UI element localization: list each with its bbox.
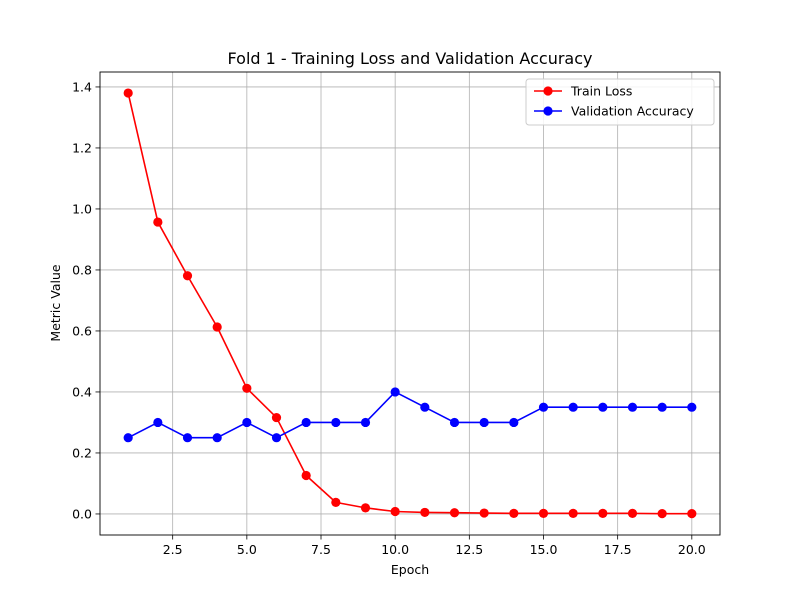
x-axis-label: Epoch	[391, 562, 429, 577]
train-loss-point	[687, 509, 697, 519]
legend-label-validation-accuracy: Validation Accuracy	[571, 104, 694, 119]
x-tick-label: 17.5	[604, 542, 632, 557]
legend-marker-validation-accuracy	[543, 106, 553, 116]
validation-accuracy-point	[182, 433, 193, 443]
validation-accuracy-point	[627, 402, 638, 412]
train-loss-point	[242, 383, 252, 393]
validation-accuracy-point	[301, 417, 311, 428]
x-tick-label: 7.5	[311, 542, 331, 557]
train-loss-point	[212, 322, 222, 332]
x-tick-label: 10.0	[381, 542, 409, 557]
validation-accuracy-point	[509, 417, 519, 428]
validation-accuracy-point	[390, 387, 400, 397]
train-loss-point	[331, 497, 341, 507]
train-loss-point	[271, 412, 282, 423]
y-tick-label: 1.4	[72, 79, 92, 94]
train-loss-point	[182, 271, 193, 281]
chart-title: Fold 1 - Training Loss and Validation Ac…	[228, 49, 593, 68]
legend-label-train-loss: Train Loss	[570, 84, 632, 99]
legend-box	[525, 78, 715, 126]
x-tick-label: 15.0	[530, 542, 558, 557]
x-tick-label: 12.5	[455, 542, 483, 557]
train-loss-point	[568, 508, 578, 518]
axes-frame	[99, 71, 721, 536]
train-loss-point	[538, 508, 549, 518]
series-line-train-loss	[127, 92, 692, 515]
y-tick-label: 1.0	[72, 201, 92, 216]
validation-accuracy-point	[568, 402, 578, 412]
train-loss-point	[509, 508, 519, 518]
train-loss-point	[657, 509, 667, 519]
y-tick-label: 0.8	[72, 262, 92, 277]
validation-accuracy-point	[153, 417, 163, 428]
x-tick-label: 20.0	[678, 542, 706, 557]
validation-accuracy-point	[242, 417, 252, 428]
plot-area: 2.5 5.0 7.5 10.0 12.5 15.0 17.5 20.0 0.0 0.2 0.4 0.…	[72, 71, 721, 557]
validation-accuracy-point	[360, 417, 371, 428]
legend: Train Loss Validation Accuracy	[525, 78, 715, 126]
validation-accuracy-point	[687, 402, 697, 412]
validation-accuracy-point	[657, 402, 667, 412]
validation-accuracy-point	[271, 433, 282, 443]
y-tick-label: 0.4	[72, 384, 92, 399]
x-tick-label: 5.0	[237, 542, 257, 557]
validation-accuracy-point	[123, 433, 133, 443]
y-tick-label: 0.0	[72, 506, 92, 521]
train-loss-point	[598, 508, 608, 518]
y-axis-label: Metric Value	[48, 264, 63, 341]
train-loss-point	[449, 508, 460, 518]
validation-accuracy-point	[420, 402, 430, 412]
x-tick-label: 2.5	[163, 542, 183, 557]
train-loss-point	[123, 88, 133, 98]
validation-accuracy-point	[538, 402, 549, 412]
train-loss-point	[420, 507, 430, 518]
train-loss-point	[390, 506, 400, 517]
train-loss-point	[301, 470, 311, 481]
train-loss-point	[360, 503, 371, 513]
series-line-validation-accuracy	[127, 391, 692, 439]
legend-marker-train-loss	[543, 86, 553, 96]
validation-accuracy-point	[479, 417, 489, 428]
y-tick-label: 1.2	[72, 140, 92, 155]
train-loss-point	[627, 508, 638, 518]
validation-accuracy-point	[449, 417, 460, 428]
validation-accuracy-point	[331, 417, 341, 428]
y-tick-label: 0.6	[72, 323, 92, 338]
y-tick-label: 0.2	[72, 445, 92, 460]
train-loss-point	[479, 508, 489, 518]
validation-accuracy-point	[212, 433, 222, 443]
validation-accuracy-point	[598, 402, 608, 412]
train-loss-point	[153, 217, 163, 227]
